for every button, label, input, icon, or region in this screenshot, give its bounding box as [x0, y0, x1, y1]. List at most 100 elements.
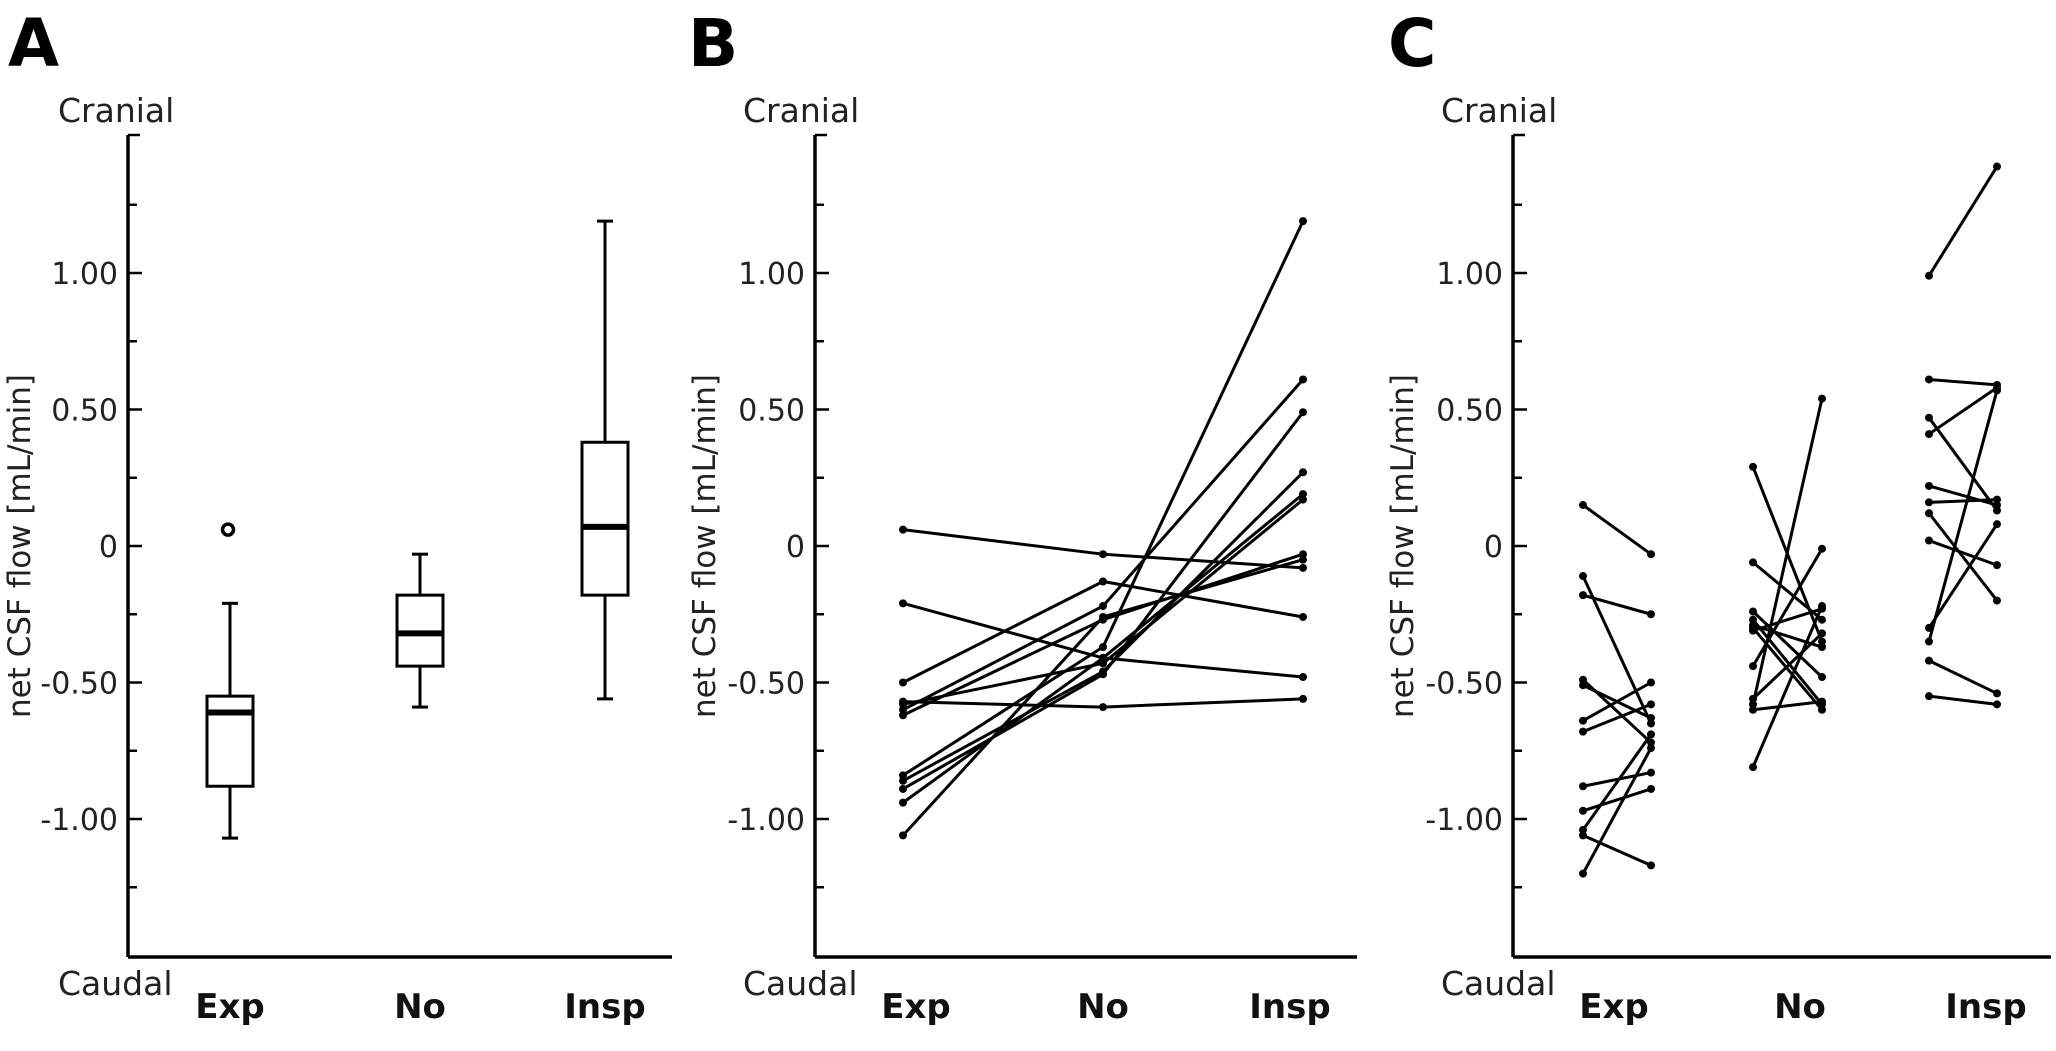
data-point — [1647, 730, 1655, 739]
data-point — [1925, 413, 1933, 422]
pair-line — [1751, 610, 1824, 679]
pair-line — [1927, 512, 1999, 602]
cranial-label: Cranial — [1441, 91, 1557, 130]
y-tick-label: -0.50 — [40, 667, 118, 702]
data-point — [1925, 271, 1933, 280]
y-tick-label: 0.50 — [51, 394, 118, 429]
caudal-label: Caudal — [1441, 964, 1556, 1003]
y-tick-label: 0 — [786, 530, 805, 565]
series-line-10 — [899, 408, 1307, 793]
x-tick-label-no: No — [1774, 987, 1826, 1027]
data-point — [1579, 869, 1587, 878]
y-tick-label: -1.00 — [1425, 803, 1503, 838]
data-point — [1579, 501, 1587, 510]
data-point — [1749, 607, 1757, 616]
data-point — [1647, 713, 1655, 722]
pair-line — [1582, 702, 1652, 734]
pair-line — [1581, 747, 1653, 875]
data-point — [1749, 623, 1757, 632]
data-point — [1099, 643, 1107, 652]
data-point — [1579, 727, 1587, 736]
y-tick-label: 1.00 — [1436, 257, 1503, 292]
cranial-label: Cranial — [743, 91, 859, 130]
data-point — [1749, 558, 1757, 567]
y-axis-title: net CSF flow [mL/min] — [2, 374, 38, 718]
pair-line — [1752, 561, 1823, 621]
data-point — [1579, 572, 1587, 581]
y-tick-label: 1.00 — [51, 257, 118, 292]
x-tick-label-no: No — [394, 987, 446, 1027]
pair-line — [1751, 605, 1824, 768]
pair-line — [1927, 165, 1999, 277]
y-axis-title: net CSF flow [mL/min] — [687, 374, 723, 718]
data-point — [1818, 629, 1826, 638]
y-tick-label: 0.50 — [738, 394, 805, 429]
pair-line — [1582, 787, 1652, 813]
outlier-point — [220, 522, 236, 537]
iqr-box — [580, 440, 630, 597]
x-tick-label-insp: Insp — [1249, 987, 1330, 1027]
data-point — [1299, 468, 1307, 477]
data-point — [1647, 610, 1655, 619]
data-point — [1579, 681, 1587, 690]
series-line-6 — [899, 375, 1307, 714]
data-point — [1818, 615, 1826, 624]
cranial-label: Cranial — [58, 91, 174, 130]
data-point — [899, 711, 907, 720]
box-insp — [580, 219, 630, 701]
data-point — [1818, 394, 1826, 403]
data-point — [1099, 670, 1107, 679]
pair-line — [1751, 398, 1824, 705]
y-axis-title: net CSF flow [mL/min] — [1385, 374, 1421, 718]
pair-line — [1928, 484, 1998, 507]
data-point — [1925, 637, 1933, 646]
pair-line — [1581, 733, 1653, 831]
data-point — [1993, 561, 2001, 570]
y-tick-label: 0.50 — [1436, 394, 1503, 429]
data-point — [1925, 509, 1933, 518]
series-path — [902, 471, 1305, 783]
series-line-1 — [899, 525, 1307, 572]
x-tick-label-exp: Exp — [881, 987, 951, 1027]
data-point — [1099, 703, 1107, 712]
data-point — [1579, 806, 1587, 815]
data-point — [1099, 602, 1107, 611]
data-point — [1818, 643, 1826, 652]
y-tick-label: -0.50 — [1425, 667, 1503, 702]
data-point — [1993, 596, 2001, 605]
pair-line — [1927, 523, 1999, 629]
x-tick-label-no: No — [1077, 987, 1129, 1027]
data-point — [899, 678, 907, 687]
data-point — [1818, 673, 1826, 682]
x-tick-label-exp: Exp — [195, 987, 265, 1027]
data-point — [1993, 495, 2001, 504]
data-point — [1299, 612, 1307, 621]
x-tick-label-insp: Insp — [1945, 987, 2026, 1027]
data-point — [1579, 716, 1587, 725]
series-line-3 — [899, 577, 1307, 687]
data-point — [1993, 700, 2001, 709]
series-line-4 — [899, 694, 1307, 712]
data-point — [1099, 550, 1107, 559]
pair-line — [1581, 575, 1653, 725]
data-point — [899, 599, 907, 608]
box-no — [395, 552, 445, 709]
pair-line — [1751, 618, 1824, 706]
pair-line — [1582, 834, 1652, 867]
data-point — [1749, 662, 1757, 671]
pair-line — [1752, 700, 1823, 712]
data-point — [1993, 386, 2001, 395]
y-tick-label: -1.00 — [727, 803, 805, 838]
pair-line — [1751, 547, 1824, 667]
pair-line — [1928, 386, 1998, 436]
data-point — [1818, 697, 1826, 706]
data-point — [1749, 705, 1757, 714]
data-point — [1993, 520, 2001, 529]
data-point — [1299, 490, 1307, 499]
data-point — [1818, 705, 1826, 714]
y-tick-label: 0 — [99, 530, 118, 565]
data-point — [1818, 602, 1826, 611]
pair-line — [1928, 498, 1998, 504]
series-line-12 — [899, 555, 1307, 840]
